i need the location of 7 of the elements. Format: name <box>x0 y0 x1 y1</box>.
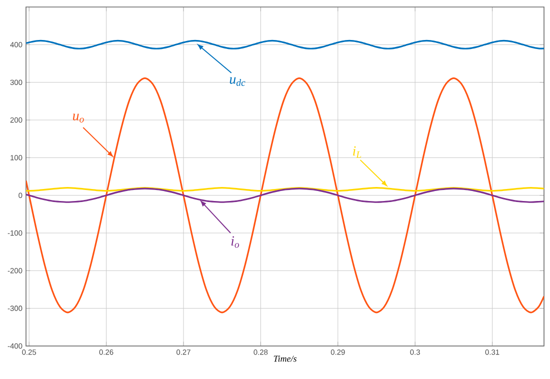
annotation: i$_{o}$ <box>231 236 240 248</box>
annotation: u$_{dc}$ <box>230 77 246 86</box>
annotation: i$_{L}$ <box>353 146 362 158</box>
annotation: u$_{o}$ <box>73 114 84 122</box>
line-series <box>26 40 544 50</box>
x-axis-title: Time/s <box>274 356 296 362</box>
line-series <box>26 77 544 314</box>
